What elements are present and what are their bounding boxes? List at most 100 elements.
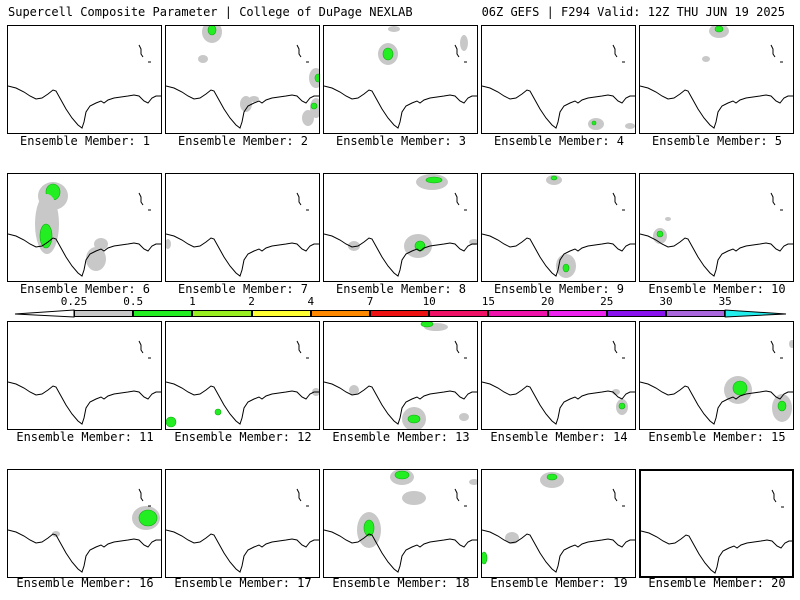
ensemble-map-panel[interactable]	[481, 469, 636, 578]
ensemble-map-panel[interactable]	[7, 173, 162, 282]
scp-contour-green	[407, 414, 421, 424]
gulf-coast-map	[324, 174, 477, 277]
ensemble-member-label: Ensemble Member: 1	[19, 134, 151, 148]
coastline	[8, 85, 161, 129]
scp-contour-green	[777, 400, 787, 412]
ensemble-map-panel[interactable]	[165, 469, 320, 578]
ensemble-map-panel[interactable]	[481, 25, 636, 134]
island-outline	[138, 192, 144, 206]
ensemble-map-panel[interactable]	[323, 25, 478, 134]
island-outline	[138, 340, 144, 354]
colorbar-segment	[310, 310, 370, 317]
scp-contour-green	[39, 223, 53, 249]
colorbar-segment	[74, 310, 134, 317]
ensemble-map-panel[interactable]	[481, 173, 636, 282]
island-outline	[454, 44, 460, 58]
scp-contour-gray	[459, 413, 469, 421]
scp-contour-gray	[349, 385, 359, 395]
ensemble-member-label: Ensemble Member: 20	[648, 576, 786, 590]
ensemble-member-label: Ensemble Member: 4	[493, 134, 625, 148]
gulf-coast-map	[640, 340, 793, 425]
scp-contour-gray	[625, 123, 635, 129]
island-outline	[770, 192, 776, 206]
ensemble-map-panel[interactable]	[323, 469, 478, 578]
island-outline	[612, 340, 618, 354]
coastline	[324, 529, 477, 573]
ensemble-map-panel[interactable]	[7, 469, 162, 578]
coastline	[324, 85, 477, 129]
coastline	[641, 530, 792, 574]
coastline	[324, 233, 477, 277]
gulf-coast-map	[8, 182, 161, 277]
scp-contour-green	[546, 473, 558, 481]
coastline	[8, 529, 161, 573]
island-outline	[612, 192, 618, 206]
ensemble-map-panel[interactable]	[323, 173, 478, 282]
scp-contour-gray	[402, 491, 426, 505]
scp-contour-green	[394, 470, 410, 480]
gulf-coast-map	[8, 488, 161, 573]
scp-contour-green	[310, 102, 318, 110]
island-outline	[770, 340, 776, 354]
ensemble-map-panel[interactable]	[481, 321, 636, 430]
ensemble-map-panel[interactable]	[165, 25, 320, 134]
gulf-coast-map	[8, 340, 161, 425]
scp-contour-green	[714, 26, 724, 33]
island-outline	[138, 44, 144, 58]
island-outline	[138, 488, 144, 502]
ensemble-map-panel[interactable]	[639, 321, 794, 430]
scp-contour-gray	[94, 238, 108, 250]
colorbar-tick-label: 0.5	[123, 295, 144, 308]
scp-contour-green	[207, 26, 217, 36]
gulf-coast-map	[482, 175, 635, 278]
ensemble-map-panel[interactable]	[165, 321, 320, 430]
ensemble-member-label: Ensemble Member: 3	[335, 134, 467, 148]
gulf-coast-map	[482, 340, 635, 425]
coastline	[482, 85, 635, 129]
scp-contour-green	[591, 120, 597, 126]
scp-contour-gray	[469, 479, 477, 485]
ensemble-map-panel[interactable]	[639, 25, 794, 134]
gulf-coast-map	[640, 192, 793, 277]
scp-contour-green	[166, 416, 177, 428]
scp-contour-green	[382, 47, 394, 61]
colorbar-high-arrow	[724, 309, 787, 318]
scp-contour-gray	[665, 217, 671, 221]
gulf-coast-map	[482, 472, 635, 573]
island-outline	[296, 488, 302, 502]
island-outline	[454, 192, 460, 206]
scp-contour-green	[214, 408, 222, 416]
scp-contour-gray	[469, 239, 477, 245]
island-outline	[454, 340, 460, 354]
scp-contour-gray	[198, 55, 208, 63]
colorbar-tick-label: 35	[718, 295, 732, 308]
ensemble-map-panel[interactable]	[7, 25, 162, 134]
colorbar-tick-label: 15	[481, 295, 496, 308]
scp-contour-green	[425, 176, 443, 184]
ensemble-map-panel[interactable]	[639, 469, 794, 578]
ensemble-member-label: Ensemble Member: 9	[493, 282, 625, 296]
ensemble-map-panel[interactable]	[165, 173, 320, 282]
coastline	[166, 381, 319, 425]
coastline	[324, 381, 477, 425]
scp-contour-gray	[505, 532, 519, 544]
colorbar-tick-label: 4	[307, 295, 315, 308]
coastline	[640, 233, 793, 277]
ensemble-member-label: Ensemble Member: 13	[332, 430, 470, 444]
scp-contour-green	[562, 263, 570, 273]
ensemble-map-panel[interactable]	[7, 321, 162, 430]
colorbar-legend: 0.25 0.5 1 2 4 7 10 15 20 25 30 35	[0, 295, 800, 320]
ensemble-map-panel[interactable]	[323, 321, 478, 430]
island-outline	[771, 489, 777, 503]
ensemble-map-panel[interactable]	[639, 173, 794, 282]
coastline	[640, 381, 793, 425]
gulf-coast-map	[166, 192, 319, 277]
scp-contour-green	[314, 73, 319, 83]
ensemble-member-label: Ensemble Member: 14	[490, 430, 628, 444]
scp-contour-gray	[166, 239, 171, 249]
colorbar-segment	[547, 310, 607, 317]
run-valid-time: 06Z GEFS | F294 Valid: 12Z THU JUN 19 20…	[481, 5, 785, 19]
scp-contour-green	[138, 509, 158, 527]
gulf-coast-map	[324, 26, 477, 129]
